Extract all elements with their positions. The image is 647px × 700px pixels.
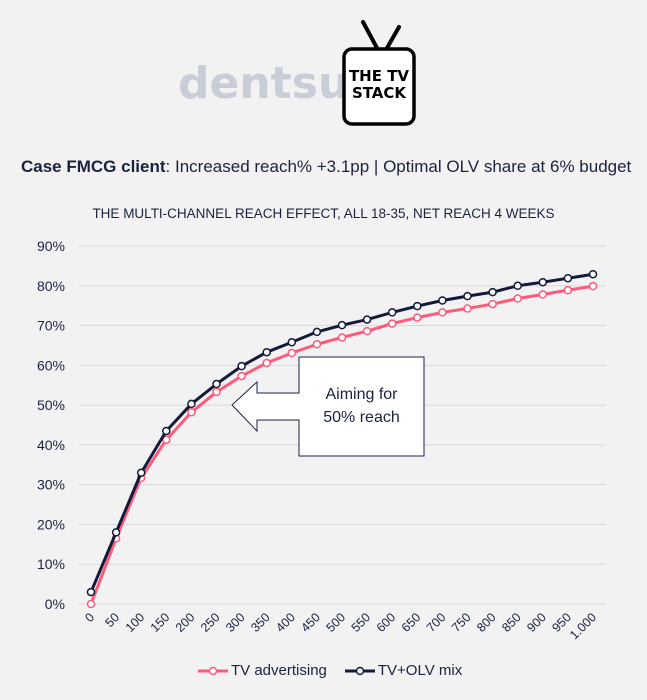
legend-item-tv[interactable]: TV advertising (198, 662, 327, 679)
x-tick-label: 500 (323, 610, 348, 635)
tv-antenna-left (361, 20, 379, 50)
y-tick-label: 20% (37, 516, 65, 532)
data-point (387, 319, 397, 328)
data-point (538, 277, 548, 287)
tv-stack-logo-icon: THE TV STACK (342, 20, 416, 126)
data-point (237, 361, 246, 371)
data-point (312, 327, 322, 337)
y-tick-label: 40% (37, 437, 65, 453)
data-point (563, 285, 573, 295)
data-point (337, 333, 347, 342)
data-point (111, 528, 121, 537)
x-tick-label: 450 (298, 610, 323, 635)
legend-item-tv-olv[interactable]: TV+OLV mix (344, 662, 463, 679)
data-point (538, 290, 548, 299)
callout-line2: 50% reach (323, 409, 400, 426)
data-point (413, 301, 422, 311)
data-point (262, 347, 271, 357)
data-point (387, 308, 397, 317)
y-tick-label: 0% (45, 596, 65, 612)
x-tick-label: 100 (123, 610, 148, 635)
legend-marker-tv-olv-icon (344, 666, 375, 675)
data-point (463, 291, 472, 301)
data-point (362, 326, 372, 336)
headline: Case FMCG client: Increased reach% +3.1p… (21, 157, 631, 177)
dentsu-logo: dentsu (178, 58, 350, 109)
y-tick-label: 90% (37, 238, 65, 254)
legend-label-tv: TV advertising (231, 662, 327, 679)
data-point (588, 281, 598, 291)
x-tick-label: 300 (223, 610, 248, 635)
data-point (438, 308, 447, 317)
tv-frame (342, 47, 416, 126)
y-tick-label: 10% (37, 556, 65, 572)
legend: TV advertising TV+OLV mix (198, 662, 462, 679)
data-point (337, 320, 347, 330)
x-tick-label: 800 (474, 610, 499, 635)
data-point (413, 313, 422, 322)
data-point (513, 281, 522, 291)
callout-line1: Aiming for (325, 386, 398, 403)
data-point (136, 468, 146, 477)
series-layer (86, 269, 598, 609)
x-tick-label: 900 (524, 610, 549, 635)
data-point (187, 399, 196, 409)
data-point (438, 296, 447, 305)
x-tick-label: 600 (374, 610, 399, 635)
x-tick-label: 1.000 (567, 610, 599, 642)
x-tick-label: 750 (449, 610, 474, 635)
x-tick-label: 850 (499, 610, 524, 635)
data-point (86, 587, 96, 597)
data-point (563, 273, 573, 283)
y-tick-label: 80% (37, 278, 65, 294)
callout (231, 356, 425, 457)
callout-text: Aiming for 50% reach (299, 383, 424, 429)
x-tick-label: 550 (349, 610, 374, 635)
data-point (212, 387, 221, 397)
data-point (162, 435, 171, 444)
callout-arrow-shape (231, 356, 425, 457)
data-point (86, 599, 96, 609)
legend-label-tv-olv: TV+OLV mix (377, 662, 463, 679)
x-tick-label: 350 (248, 610, 273, 635)
y-axis-ticks: 0% 10% 20% 30% 40% 50% 60% 70% 80% 90% (37, 238, 65, 612)
headline-rest: : Increased reach% +3.1pp | Optimal OLV … (165, 157, 632, 176)
y-tick-label: 50% (37, 397, 65, 413)
x-tick-label: 250 (198, 610, 223, 635)
chart-title: THE MULTI-CHANNEL REACH EFFECT, ALL 18-3… (92, 206, 555, 221)
data-point (513, 294, 522, 303)
data-point (262, 358, 271, 368)
data-point (212, 379, 221, 389)
data-point (588, 269, 598, 279)
data-point (162, 426, 171, 436)
tv-logo-line2: STACK (352, 84, 407, 102)
data-point (187, 408, 196, 417)
tv-logo-line1: THE TV (349, 67, 409, 85)
x-tick-label: 50 (102, 610, 122, 630)
data-point (488, 287, 497, 297)
data-point (362, 315, 372, 324)
legend-marker-tv-icon (198, 666, 228, 675)
headline-bold: Case FMCG client (21, 157, 166, 176)
x-tick-label: 650 (399, 610, 424, 635)
x-tick-label: 150 (148, 610, 173, 635)
series-tv-olv-mix (86, 269, 598, 597)
tv-antenna-right (385, 25, 401, 50)
data-point (488, 299, 497, 309)
x-tick-label: 200 (173, 610, 198, 635)
x-axis-ticks: 0 50 100 150 200 250 300 350 400 450 500 550 600 650 7… (82, 610, 599, 642)
data-point (287, 338, 297, 347)
y-tick-label: 30% (37, 477, 65, 493)
data-point (463, 304, 472, 313)
x-tick-label: 0 (82, 610, 97, 625)
y-tick-label: 60% (37, 357, 65, 373)
x-tick-label: 400 (273, 610, 298, 635)
x-tick-label: 700 (424, 610, 449, 635)
data-point (287, 348, 297, 358)
data-point (237, 371, 246, 381)
y-tick-label: 70% (37, 318, 65, 334)
data-point (312, 340, 322, 349)
